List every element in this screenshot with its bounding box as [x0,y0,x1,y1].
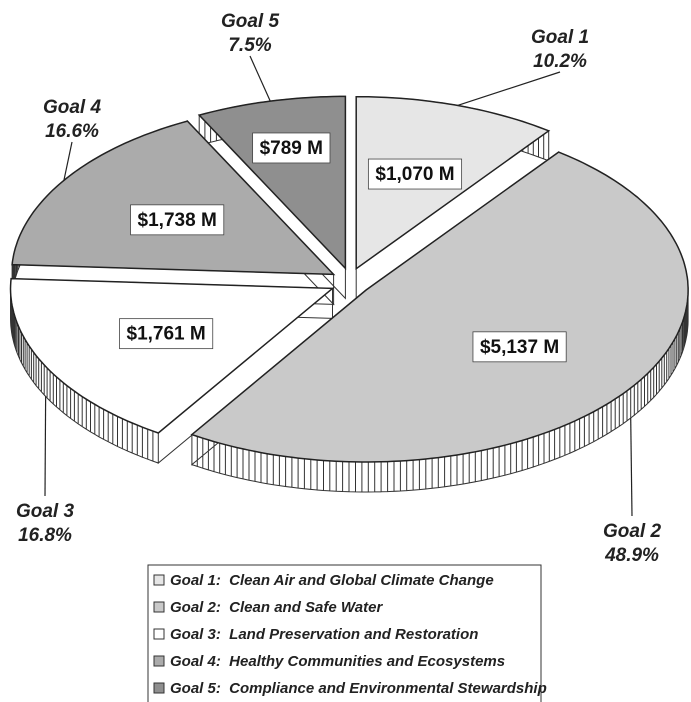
percent-label: 48.9% [604,545,659,566]
category-label: Goal 5 [221,11,280,32]
legend-label: Goal 5: Compliance and Environmental Ste… [170,680,547,697]
amount-box [130,204,225,236]
amount-label: $1,070 M [375,164,454,185]
leader-line [630,417,633,517]
slice [9,277,335,434]
legend-swatch [153,628,165,640]
legend-swatch [153,601,165,613]
category-label: Goal 1 [531,27,589,48]
legend-box [147,564,542,702]
amount-label: $5,137 M [480,337,559,358]
percent-label: 10.2% [533,51,587,72]
amount-box [472,331,567,363]
percent-label: 16.6% [45,121,99,142]
legend-label: Goal 3: Land Preservation and Restoratio… [170,626,478,643]
legend-label: Goal 4: Healthy Communities and Ecosyste… [170,653,505,670]
category-label: Goal 2 [603,521,662,542]
amount-label: $1,738 M [138,210,217,231]
percent-label: 7.5% [228,35,271,56]
amount-box [367,158,463,190]
legend-label: Goal 1: Clean Air and Global Climate Cha… [170,572,494,589]
category-label: Goal 4 [43,97,102,118]
slice [190,151,689,463]
legend-swatch [153,682,165,694]
slice [11,120,336,276]
amount-label: $789 M [260,138,323,159]
amount-box [119,318,214,350]
legend-label: Goal 2: Clean and Safe Water [170,599,383,616]
category-label: Goal 3 [16,501,75,522]
leader-line [457,71,561,107]
leader-line [249,55,271,102]
amount-label: $1,761 M [127,324,206,345]
legend-swatch [153,574,165,586]
legend-swatch [153,655,165,667]
amount-box [252,132,331,164]
percent-label: 16.8% [18,525,72,546]
leader-line [44,396,47,497]
leader-line [63,141,73,181]
